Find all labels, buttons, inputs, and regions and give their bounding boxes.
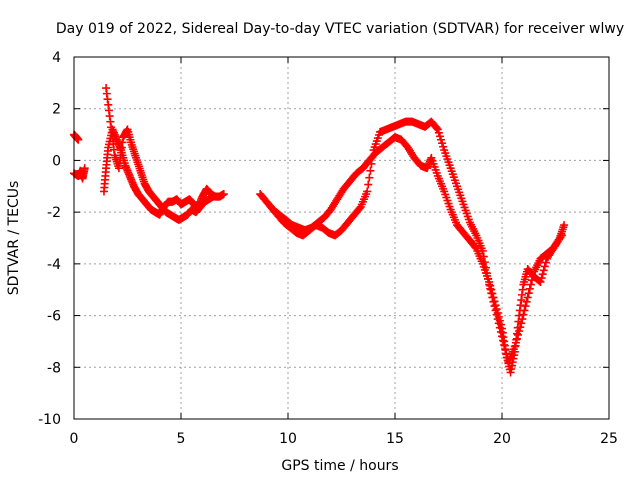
data-point-interp (502, 349, 511, 358)
y-axis-label: SDTVAR / TECUs (6, 181, 22, 296)
data-point (498, 332, 506, 341)
data-point-interp (364, 180, 373, 189)
data-point-interp (481, 263, 490, 272)
data-point (80, 164, 89, 173)
y-tick-label: -6 (47, 309, 61, 325)
data-point-interp (539, 266, 548, 275)
data-point-interp (522, 297, 531, 306)
data-point-interp (493, 315, 502, 324)
data-point-interp (490, 302, 499, 311)
data-point-interp (483, 269, 492, 278)
y-tick-label: 0 (52, 153, 61, 169)
data-point-interp (520, 306, 529, 315)
data-point-interp (526, 280, 535, 289)
plot-frame (73, 56, 610, 420)
series-2 (70, 84, 218, 224)
data-point-interp (521, 302, 530, 311)
data-series (70, 84, 569, 377)
data-point-interp (499, 336, 508, 345)
data-point (74, 135, 83, 144)
data-point-interp (367, 159, 376, 168)
data-point (209, 192, 218, 201)
data-point (560, 221, 569, 230)
data-point-interp (484, 274, 493, 283)
x-tick-label: 10 (279, 431, 297, 447)
data-point (219, 190, 228, 199)
data-point-interp (488, 293, 497, 302)
data-point-interp (527, 276, 536, 285)
x-tick-label: 20 (493, 431, 511, 447)
data-point-interp (512, 334, 521, 343)
x-axis-label: GPS time / hours (281, 458, 398, 474)
series-4 (266, 117, 566, 367)
data-point-interp (495, 323, 504, 332)
data-point-interp (511, 338, 520, 347)
data-point-interp (365, 173, 374, 182)
x-tick-label: 5 (177, 431, 186, 447)
data-point-interp (524, 289, 533, 298)
data-point-interp (366, 166, 375, 175)
data-point (510, 342, 519, 351)
data-point-interp (500, 340, 509, 349)
data-point-interp (489, 297, 498, 306)
y-tick-label: 4 (52, 50, 61, 66)
data-point-interp (501, 345, 510, 354)
data-point-interp (487, 289, 496, 298)
grid (74, 57, 609, 419)
data-point (363, 187, 372, 196)
data-point-interp (432, 124, 441, 133)
data-point-interp (540, 262, 549, 271)
x-tick-label: 0 (70, 431, 79, 447)
data-point (491, 306, 500, 315)
data-point-interp (529, 271, 538, 280)
x-tick-label: 25 (600, 431, 618, 447)
data-point-interp (479, 252, 488, 261)
data-point-interp (516, 323, 525, 332)
y-tick-label: -2 (47, 205, 61, 221)
data-point (517, 319, 526, 328)
x-tick-label: 15 (386, 431, 404, 447)
data-point-interp (519, 310, 528, 319)
y-tick-label: -10 (38, 412, 61, 428)
data-point-interp (541, 258, 550, 267)
data-point-interp (514, 330, 523, 339)
data-point-interp (486, 284, 495, 293)
series-3 (256, 133, 569, 377)
y-tick-label: 2 (52, 102, 61, 118)
y-tick-label: -4 (47, 257, 61, 273)
data-point-interp (480, 258, 489, 267)
data-point-interp (537, 274, 546, 283)
chart-title: Day 019 of 2022, Sidereal Day-to-day VTE… (56, 21, 624, 37)
data-point (557, 231, 566, 240)
data-point-interp (518, 315, 527, 324)
y-tick-label: -8 (47, 360, 61, 376)
data-point (478, 246, 487, 255)
data-point (485, 280, 494, 289)
data-point-interp (525, 284, 534, 293)
data-point (523, 293, 532, 302)
data-point-interp (368, 152, 377, 161)
data-point-interp (494, 319, 503, 328)
data-point-interp (496, 327, 505, 336)
data-point (536, 277, 545, 286)
data-point-interp (538, 270, 547, 279)
data-point-interp (492, 310, 501, 319)
data-point-interp (515, 327, 524, 336)
